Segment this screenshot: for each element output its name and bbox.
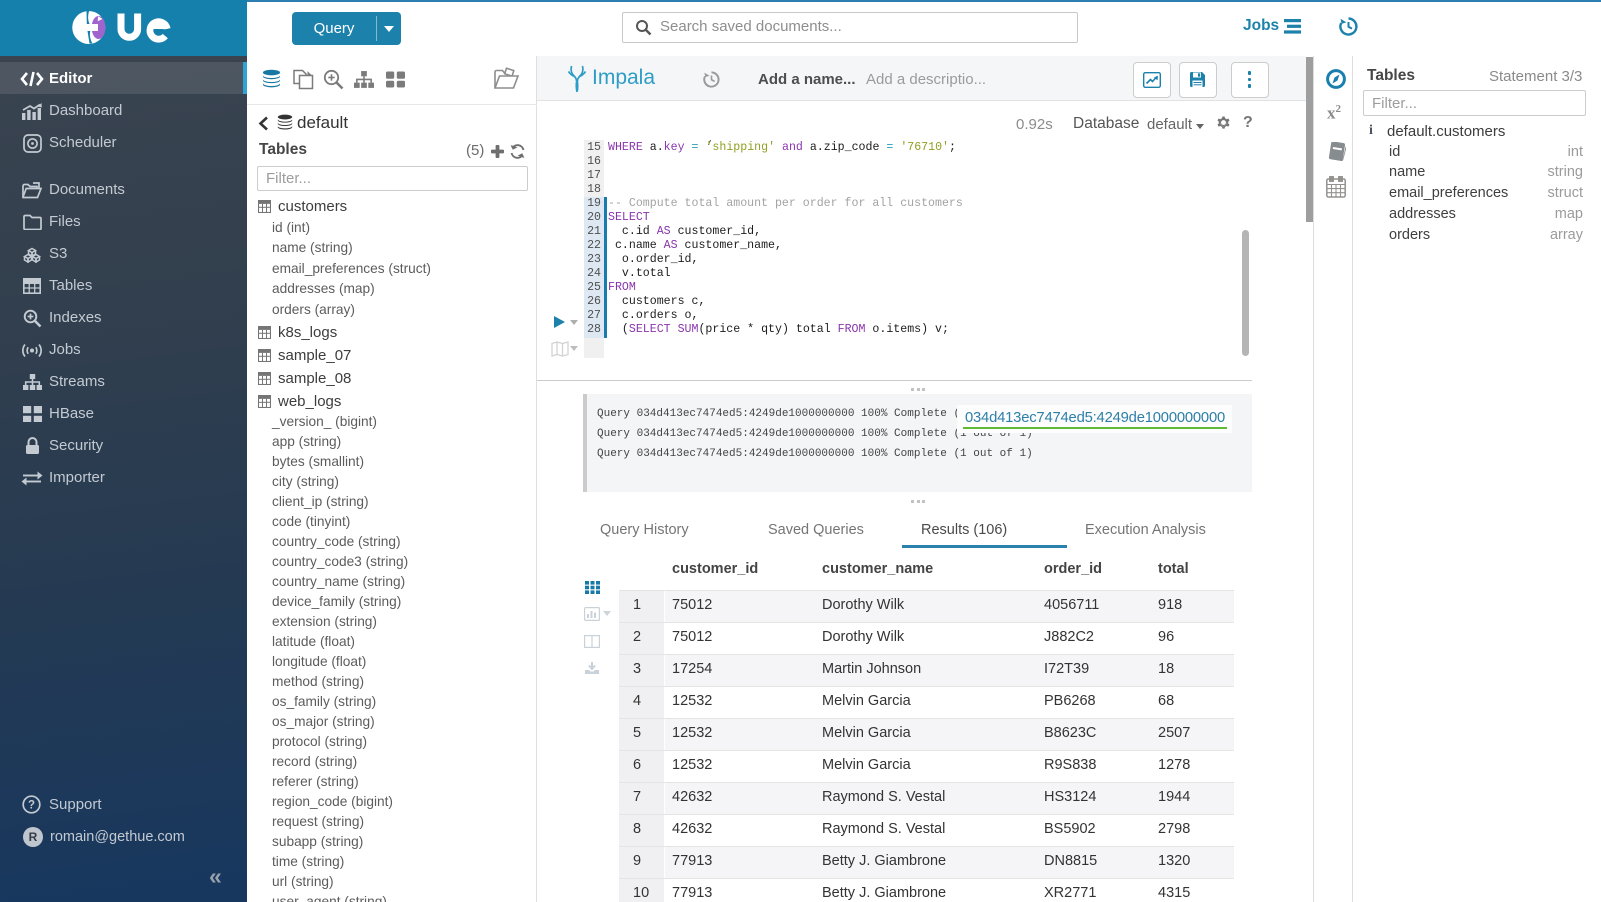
svg-text:?: ? xyxy=(28,800,35,812)
